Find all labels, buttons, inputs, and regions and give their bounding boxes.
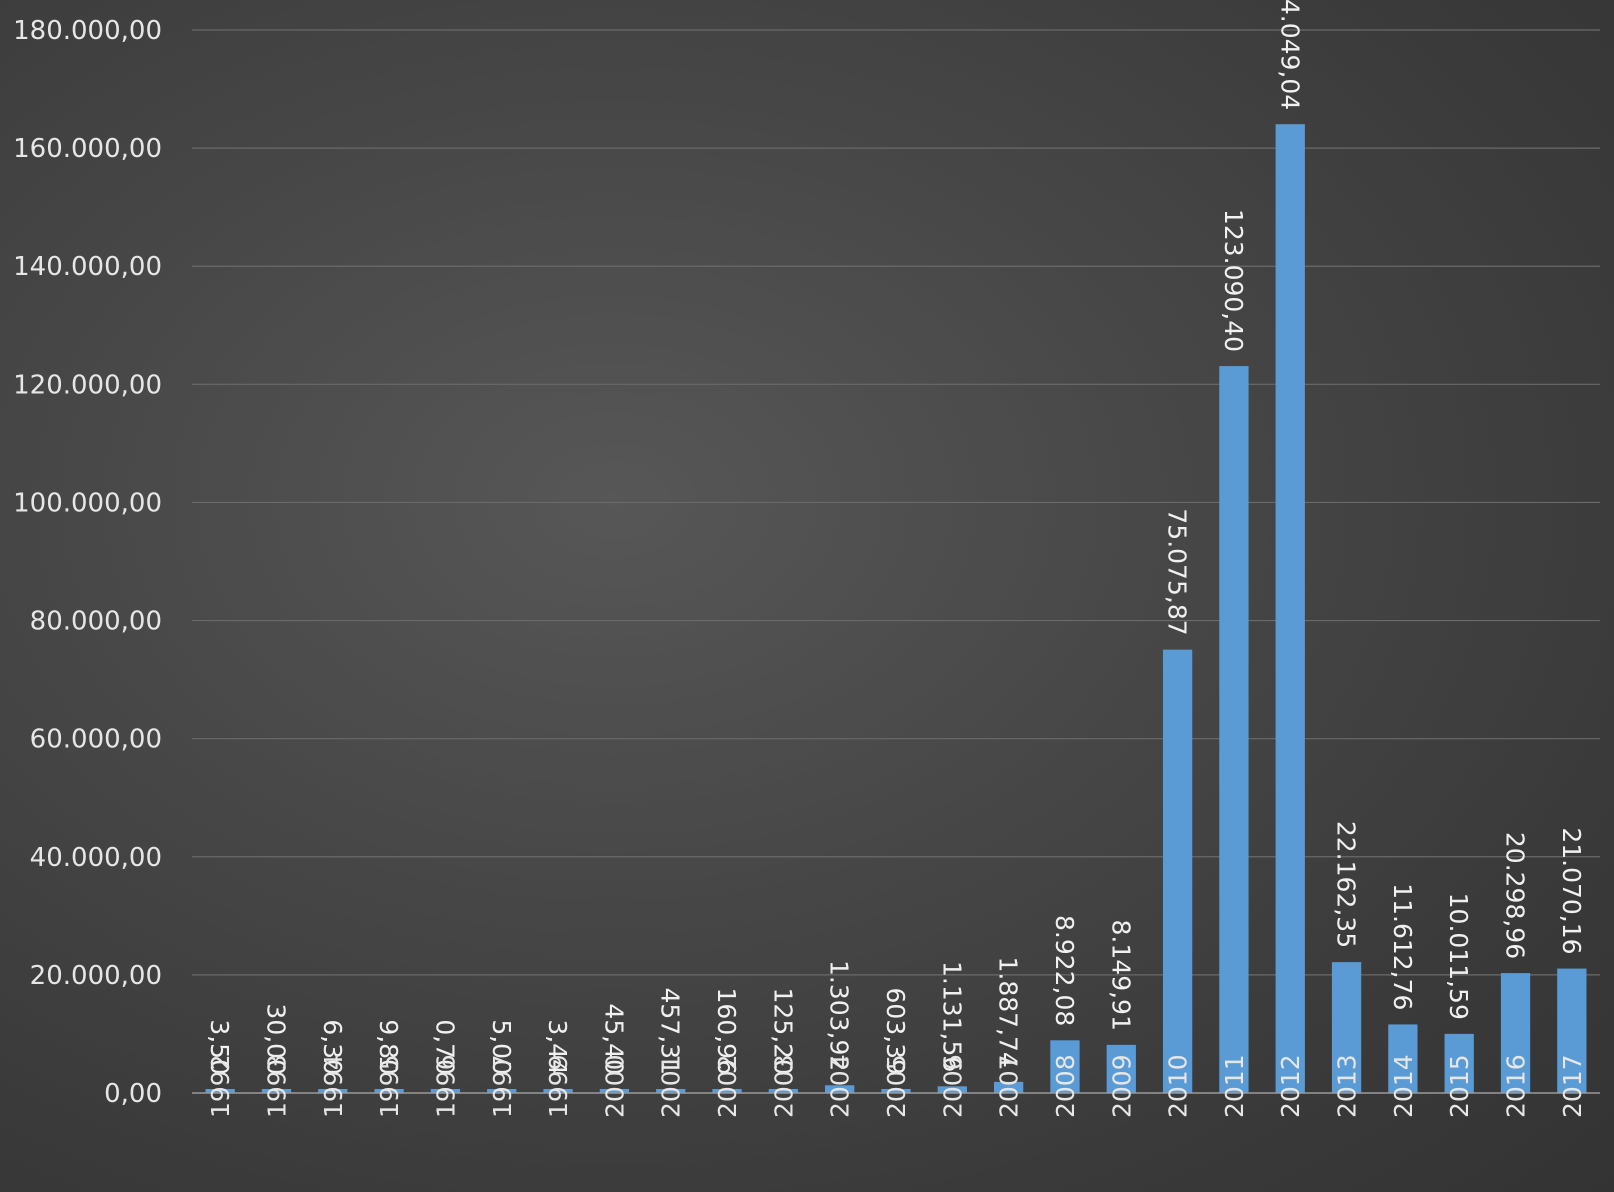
data-label: 8.149,91 <box>1106 920 1135 1031</box>
x-tick-label: 1997 <box>488 1054 517 1118</box>
bar <box>1500 973 1531 1093</box>
data-label: 3,44 <box>543 1019 572 1075</box>
x-axis-category-labels: 1992 1993 1994 1995 1996 1997 1999 2000 2001 2002… <box>206 1054 1587 1118</box>
data-label: 603,39 <box>881 988 910 1075</box>
data-label: 10.011,59 <box>1444 893 1473 1020</box>
data-label: 9,80 <box>374 1019 403 1075</box>
data-label: 22.162,35 <box>1332 821 1361 948</box>
x-tick-label: 2009 <box>1107 1054 1136 1118</box>
data-label: 125,20 <box>768 988 797 1075</box>
x-tick-label: 2015 <box>1445 1054 1474 1118</box>
y-tick-label: 140.000,00 <box>13 252 162 282</box>
bar <box>205 1089 235 1093</box>
data-label: 1.303,92 <box>825 960 854 1071</box>
bar <box>1219 366 1249 1094</box>
x-tick-label: 1999 <box>544 1054 573 1118</box>
x-tick-label: 2006 <box>938 1054 967 1118</box>
y-axis-tick-labels: 0,00 20.000,00 40.000,00 60.000,00 80.000,00… <box>13 16 162 1109</box>
data-label: 20.298,96 <box>1501 832 1530 959</box>
data-label: 0,70 <box>430 1019 459 1075</box>
y-tick-label: 180.000,00 <box>13 16 162 46</box>
bar <box>487 1089 517 1093</box>
bar <box>374 1089 404 1093</box>
bar <box>543 1089 573 1093</box>
bar <box>1557 968 1587 1093</box>
data-label: 8.922,08 <box>1050 915 1079 1026</box>
data-label: 45,40 <box>599 1003 628 1075</box>
x-tick-label: 2004 <box>826 1054 855 1118</box>
x-tick-label: 2003 <box>769 1054 798 1118</box>
bar <box>318 1089 348 1093</box>
data-label: 1.887,74 <box>994 957 1023 1068</box>
x-tick-label: 2008 <box>1051 1054 1080 1118</box>
y-tick-label: 160.000,00 <box>13 134 162 164</box>
bar <box>1275 124 1305 1093</box>
bar <box>1050 1040 1080 1093</box>
y-tick-label: 100.000,00 <box>13 488 162 518</box>
x-tick-label: 2007 <box>995 1054 1024 1118</box>
x-tick-label: 1994 <box>319 1054 348 1118</box>
bar <box>1162 649 1193 1093</box>
bar <box>656 1089 686 1093</box>
bar <box>825 1085 855 1093</box>
x-tick-label: 1992 <box>206 1054 235 1118</box>
data-label: 123.090,40 <box>1219 209 1248 352</box>
data-label: 6,30 <box>318 1019 347 1075</box>
y-tick-label: 80.000,00 <box>30 607 162 637</box>
bar <box>712 1089 742 1093</box>
x-tick-label: 2011 <box>1220 1054 1249 1118</box>
x-tick-label: 2014 <box>1389 1054 1418 1118</box>
data-label: 3,50 <box>205 1019 234 1075</box>
data-label: 11.612,76 <box>1388 883 1417 1010</box>
x-tick-label: 2001 <box>657 1054 686 1118</box>
x-tick-label: 2012 <box>1276 1054 1305 1118</box>
data-label: 164.049,04 <box>1275 0 1304 110</box>
x-tick-label: 1995 <box>375 1054 404 1118</box>
bar <box>261 1089 292 1093</box>
y-tick-label: 0,00 <box>104 1079 162 1109</box>
gridlines <box>192 29 1600 976</box>
y-tick-label: 120.000,00 <box>13 370 162 400</box>
y-tick-label: 40.000,00 <box>30 843 162 873</box>
bar <box>1388 1024 1418 1093</box>
data-label: 21.070,16 <box>1557 827 1586 954</box>
y-tick-label: 60.000,00 <box>30 725 162 755</box>
bar <box>937 1086 967 1093</box>
bar <box>430 1089 461 1093</box>
x-tick-label: 2002 <box>713 1054 742 1118</box>
data-label: 160,96 <box>712 988 741 1075</box>
data-label: 5,00 <box>487 1019 516 1075</box>
bar <box>1331 962 1362 1093</box>
bar <box>1444 1033 1474 1093</box>
data-label: 30,00 <box>261 1003 290 1075</box>
x-tick-label: 2017 <box>1558 1054 1587 1118</box>
data-label: 457,31 <box>656 988 685 1075</box>
x-tick-label: 2005 <box>882 1054 911 1118</box>
x-tick-label: 1996 <box>431 1054 460 1118</box>
data-labels: 3,50 30,00 6,30 9,80 0,70 5,00 3,44 45,40 457,31… <box>205 0 1586 1075</box>
x-tick-label: 2016 <box>1502 1054 1531 1118</box>
x-tick-label: 2013 <box>1333 1054 1362 1118</box>
data-label: 75.075,87 <box>1163 508 1192 635</box>
x-tick-label: 2010 <box>1164 1054 1193 1118</box>
x-tick-label: 2000 <box>600 1054 629 1118</box>
data-label: 1.131,56 <box>937 961 966 1072</box>
bar <box>599 1089 630 1093</box>
x-tick-label: 1993 <box>262 1054 291 1118</box>
bar <box>993 1081 1024 1093</box>
bar <box>881 1089 911 1093</box>
y-tick-label: 20.000,00 <box>30 961 162 991</box>
bar <box>768 1089 799 1093</box>
bar <box>1106 1044 1136 1093</box>
bars <box>205 124 1587 1094</box>
